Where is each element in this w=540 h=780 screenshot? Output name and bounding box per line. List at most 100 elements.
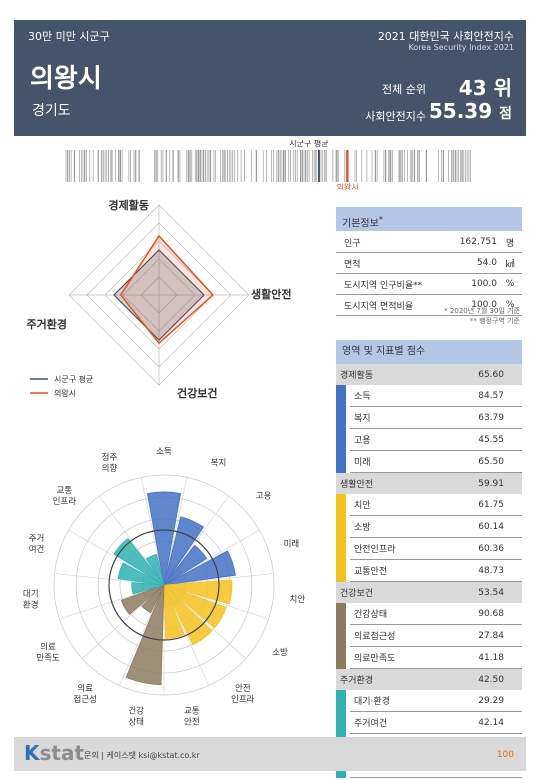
rose-label: 여건 [29, 544, 45, 555]
ranking-strip: 시군구 평균 의왕시 [65, 140, 471, 190]
indicator-score: 45.55 [437, 428, 522, 451]
rose-label: 복지 [211, 459, 227, 469]
page-number: 100 [496, 750, 514, 760]
domain-score: 59.91 [437, 472, 522, 494]
rose-bar [145, 553, 165, 586]
header-banner: 30만 미만 시군구 의왕시 경기도 2021 대한민국 사회안전지수 Kore… [14, 20, 526, 136]
rose-label: 인프라 [231, 694, 255, 705]
info-unit: 명 [498, 232, 522, 253]
domain-name: 생활안전 [336, 472, 438, 494]
indicator-row: 복지 63.79 [336, 406, 522, 429]
indicator-name: 치안 [350, 494, 438, 516]
logo-rest: stat [39, 741, 85, 765]
report-title: 2021 대한민국 사회안전지수 [377, 30, 514, 43]
domain-color-bar [336, 646, 346, 669]
indicator-name: 의료접근성 [350, 624, 438, 647]
rose-label: 만족도 [36, 654, 60, 664]
indicator-row: 치안 61.75 [336, 494, 522, 516]
indicator-name: 복지 [350, 406, 438, 429]
info-note-2: ** 행정구역 기준 [469, 317, 520, 325]
indicator-row: 의료만족도 41.18 [336, 646, 522, 669]
rose-bar [125, 584, 165, 686]
radar-average-polygon [113, 249, 205, 341]
rank-value: 43 위 [458, 76, 512, 100]
indicator-score: 63.79 [437, 406, 522, 429]
rose-label: 소방 [272, 647, 288, 658]
indicator-score: 27.84 [437, 624, 522, 647]
legend-average-label: 시군구 평균 [54, 374, 93, 384]
rose-label: 소득 [156, 447, 172, 457]
rose-label: 환경 [23, 600, 39, 611]
info-label: 면적 [336, 252, 448, 274]
indicator-row: 소방 60.14 [336, 515, 522, 538]
indicator-score: 61.75 [437, 494, 522, 516]
indicator-name: 안전인프라 [350, 537, 438, 560]
info-row: 도시지역 면적비율 100.0% [336, 294, 522, 316]
info-value: 54.0 [447, 252, 498, 274]
rose-label: 주거 [29, 534, 45, 544]
info-value: 100.0 [447, 294, 498, 316]
domain-name: 주거환경 [336, 668, 438, 690]
domain-score: 42.50 [437, 668, 522, 690]
indicator-score: 60.14 [437, 515, 522, 538]
rose-label: 교통 [184, 707, 200, 717]
radar-axis-label: 생활안전 [251, 287, 291, 301]
basic-info-table: 인구 162,751 명 면적 54.0 ㎢ 도시지역 인구비율** 100.0% 도시지… [336, 232, 522, 316]
report-subtitle: Korea Security Index 2021 [408, 43, 514, 52]
indicator-name: 주거여건 [350, 711, 438, 734]
rose-label: 치안 [289, 594, 305, 605]
indicator-score: 41.18 [437, 646, 522, 669]
indicator-name: 고용 [350, 428, 438, 451]
rose-label: 의료 [40, 642, 56, 653]
basic-info-title: 기본정보* [336, 207, 522, 231]
basic-info-title-mark: * [378, 214, 383, 224]
indicator-name: 소방 [350, 515, 438, 538]
rose-label: 교통 [57, 486, 73, 496]
domain-color-bar [336, 537, 346, 560]
indicator-row: 고용 45.55 [336, 428, 522, 451]
rose-bar [141, 584, 165, 614]
domain-score: 65.60 [437, 364, 522, 385]
score-table-title: 영역 및 지표별 점수 [336, 340, 522, 364]
indicator-name: 대기·환경 [350, 690, 438, 712]
province-name: 경기도 [32, 103, 71, 119]
indicator-name: 건강상태 [350, 603, 438, 625]
score-table: 경제활동 65.60 소득 84.57 복지 63.79 고용 45.55 미래 65.50 생활안… [336, 364, 522, 778]
rose-bar [113, 537, 165, 586]
basic-info-title-text: 기본정보 [342, 218, 379, 230]
rose-bar [131, 582, 165, 595]
indicator-row: 의료접근성 27.84 [336, 624, 522, 647]
indicator-score: 90.68 [437, 603, 522, 625]
domain-row: 생활안전 59.91 [336, 472, 522, 494]
rose-bar [163, 584, 227, 629]
domain-color-bar [336, 603, 346, 625]
city-marker-label: 의왕시 [336, 182, 358, 190]
rose-label: 대기 [23, 590, 39, 600]
rose-label: 접근성 [74, 694, 97, 705]
indicator-score: 65.50 [437, 450, 522, 473]
domain-name: 경제활동 [336, 364, 438, 385]
rank-label: 전체 순위 [382, 83, 426, 96]
domain-color-bar [336, 515, 346, 538]
index-unit: 점 [499, 106, 512, 122]
logo-k: K [24, 741, 40, 765]
domain-row: 주거환경 42.50 [336, 668, 522, 690]
indicator-row: 주거여건 42.14 [336, 711, 522, 734]
rose-bar [117, 562, 165, 586]
index-number: 55.39 [428, 99, 493, 123]
indicator-score: 84.57 [437, 385, 522, 407]
domain-color-bar [336, 690, 346, 712]
indicator-row: 미래 65.50 [336, 450, 522, 473]
indicator-name: 의료만족도 [350, 646, 438, 669]
rose-average-circle [108, 529, 220, 641]
info-value: 162,751 [447, 232, 498, 253]
footer: Kstat 문의 | 케이스탯 ksi@kstat.co.kr 100 [14, 737, 526, 771]
index-value: 55.39 점 [429, 99, 512, 123]
indicator-score: 48.73 [437, 559, 522, 582]
indicator-score: 60.36 [437, 537, 522, 560]
info-unit: ㎢ [498, 252, 522, 274]
domain-color-bar [336, 450, 346, 473]
legend-city-label: 의왕시 [54, 388, 76, 398]
domain-row: 건강보건 53.54 [336, 581, 522, 603]
